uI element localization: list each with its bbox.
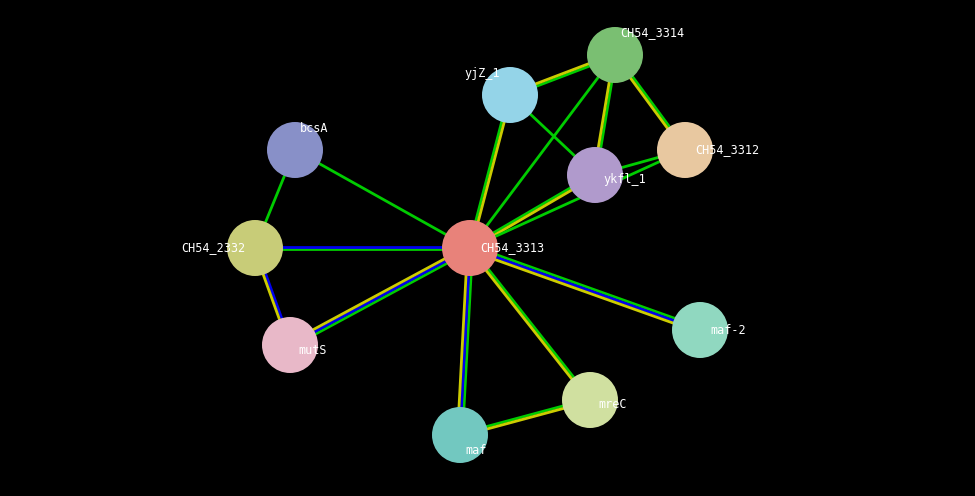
- Circle shape: [672, 302, 728, 358]
- Text: ykfl_1: ykfl_1: [603, 174, 645, 186]
- Circle shape: [262, 317, 318, 373]
- Circle shape: [482, 67, 538, 123]
- Circle shape: [562, 372, 618, 428]
- Text: CH54_3314: CH54_3314: [620, 26, 684, 40]
- Circle shape: [267, 122, 323, 178]
- Circle shape: [227, 220, 283, 276]
- Text: yjZ_1: yjZ_1: [464, 66, 500, 79]
- Text: maf: maf: [465, 443, 487, 456]
- Text: maf-2: maf-2: [710, 323, 746, 336]
- Text: bcsA: bcsA: [300, 122, 329, 134]
- Text: CH54_3313: CH54_3313: [480, 242, 544, 254]
- Text: mreC: mreC: [598, 398, 627, 412]
- Text: CH54_3312: CH54_3312: [695, 143, 760, 157]
- Circle shape: [442, 220, 498, 276]
- Circle shape: [657, 122, 713, 178]
- Text: mutS: mutS: [298, 344, 327, 357]
- Circle shape: [567, 147, 623, 203]
- Text: CH54_2332: CH54_2332: [181, 242, 245, 254]
- Circle shape: [587, 27, 643, 83]
- Circle shape: [432, 407, 488, 463]
